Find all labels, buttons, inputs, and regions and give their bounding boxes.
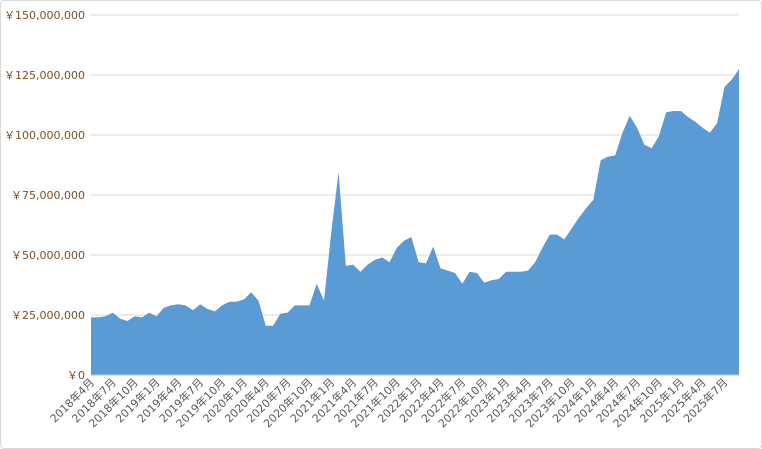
y-tick-label: ￥0 — [67, 369, 85, 382]
y-tick-label: ￥150,000,000 — [4, 9, 85, 22]
y-tick-label: ￥100,000,000 — [4, 129, 85, 142]
y-tick-label: ￥75,000,000 — [11, 189, 85, 202]
y-tick-label: ￥125,000,000 — [4, 69, 85, 82]
y-tick-label: ￥25,000,000 — [11, 309, 85, 322]
area — [91, 69, 739, 375]
y-tick-label: ￥50,000,000 — [11, 249, 85, 262]
